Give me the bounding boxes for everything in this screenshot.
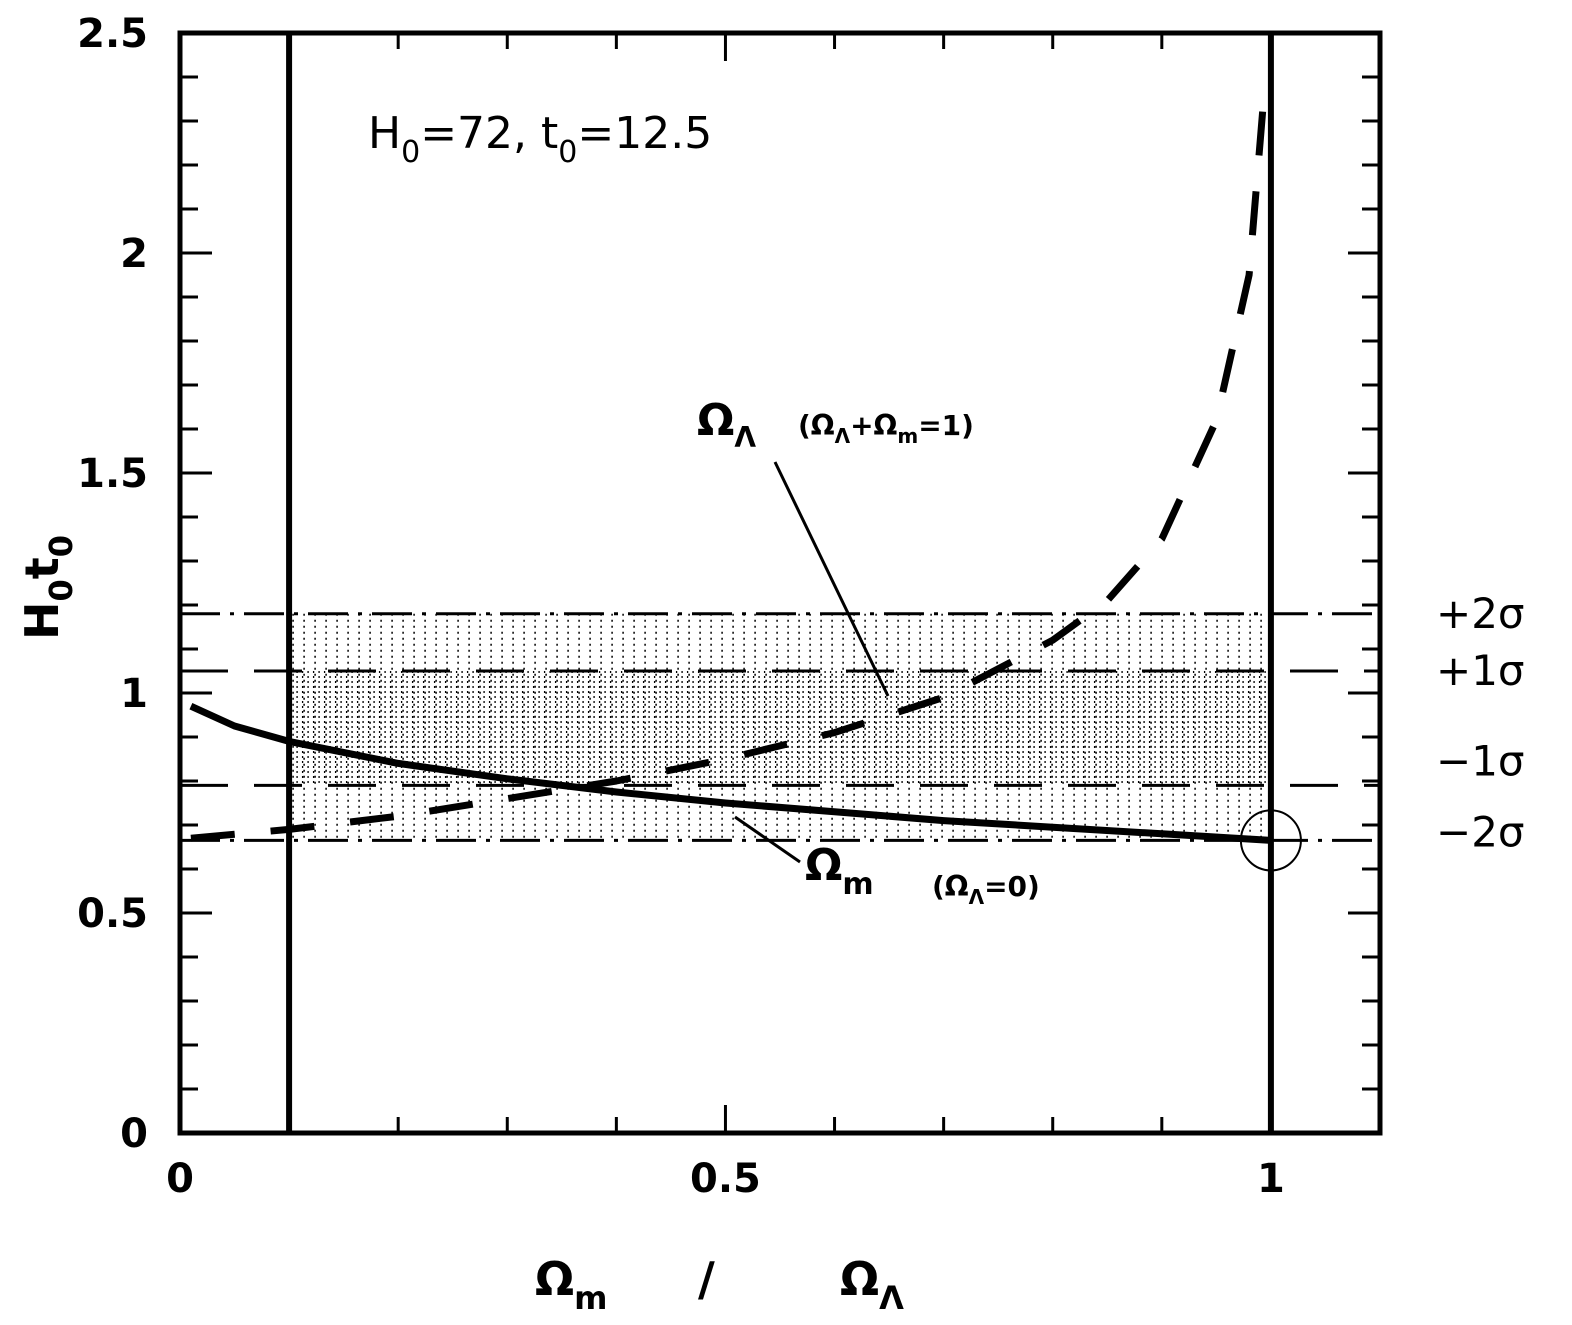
series-layer [189, 76, 1272, 844]
marker-circle [1239, 809, 1302, 872]
y-axis-label: H0t0 [15, 535, 80, 640]
svg-text:ΩΛ: ΩΛ [840, 1252, 904, 1317]
matter-pointer-line [734, 815, 801, 864]
series-matter-line [189, 703, 1272, 844]
svg-text:H0t0: H0t0 [15, 535, 80, 640]
y-tick-label: 2 [120, 231, 148, 277]
x-tick-labels: 0 0.5 1 [166, 1156, 1285, 1202]
y-tick-label: 0 [120, 1111, 148, 1157]
y-tick-labels: 0 0.5 1 1.5 2 2.5 [77, 11, 148, 1157]
svg-text:(ΩΛ=0): (ΩΛ=0) [932, 870, 1040, 909]
y-tick-label: 0.5 [77, 891, 148, 937]
sigma-label: −1σ [1436, 736, 1525, 785]
series-lambda-line [190, 76, 1269, 842]
svg-text:Ωm: Ωm [535, 1252, 607, 1317]
plot-frame [177, 30, 1383, 1136]
sigma-labels: +2σ +1σ −1σ −2σ [1436, 589, 1525, 857]
svg-text:Ωm: Ωm [805, 840, 874, 902]
inset-text: H0=72, t0=12.5 [368, 108, 712, 170]
y-tick-label: 1 [120, 671, 148, 717]
y-tick-label: 1.5 [77, 451, 148, 497]
sigma-label: −2σ [1436, 807, 1525, 856]
svg-text:(ΩΛ+Ωm=1): (ΩΛ+Ωm=1) [798, 409, 974, 448]
sigma-band-fill [292, 613, 1272, 841]
svg-text:ΩΛ: ΩΛ [697, 395, 756, 454]
svg-text:/: / [698, 1252, 715, 1306]
axis-ticks [178, 31, 1382, 1135]
sigma-lines [180, 612, 1380, 842]
sigma-label: +1σ [1436, 646, 1525, 695]
vertical-bound-lines [286, 33, 1274, 1133]
lambda-pointer-line [773, 461, 890, 697]
series-annotation-lambda: ΩΛ (ΩΛ+Ωm=1) [697, 395, 974, 697]
x-tick-label: 0.5 [690, 1156, 761, 1202]
series-annotation-matter: Ωm (ΩΛ=0) [734, 815, 1040, 909]
y-tick-label: 2.5 [77, 11, 148, 57]
x-tick-label: 1 [1257, 1156, 1285, 1202]
marker-layer [1239, 809, 1302, 872]
sigma-label: +2σ [1436, 589, 1525, 638]
x-axis-label: Ωm / ΩΛ [535, 1252, 904, 1317]
x-tick-label: 0 [166, 1156, 194, 1202]
